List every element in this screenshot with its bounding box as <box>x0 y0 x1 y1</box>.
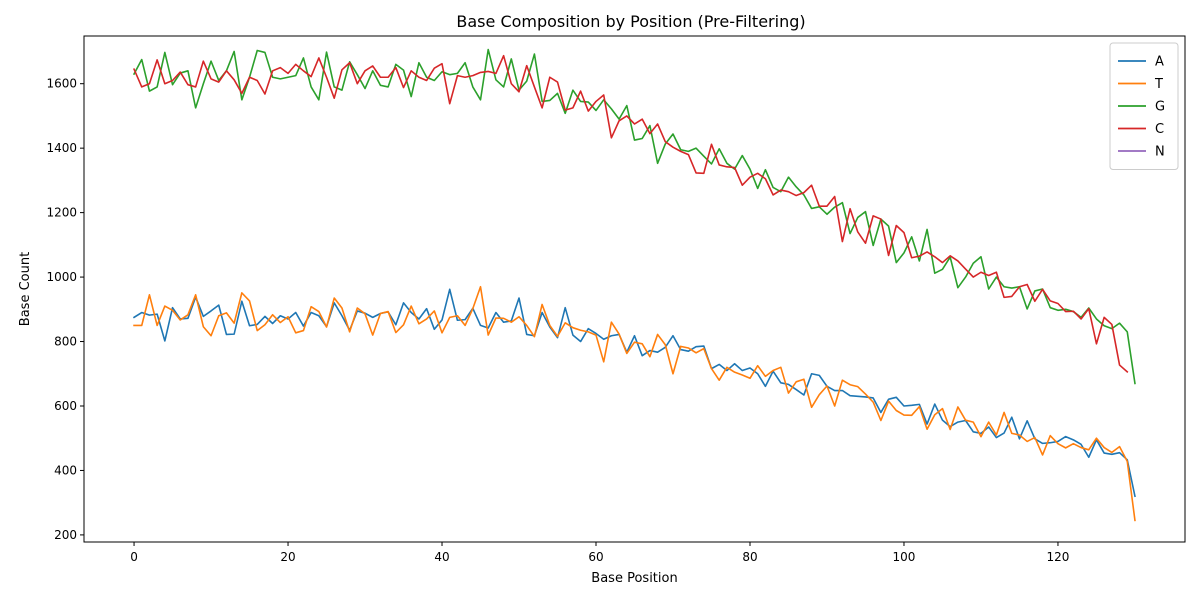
y-axis-ticks: 200 400 600 800 1000 1200 1400 1600 <box>46 77 84 542</box>
y-tick-label: 1000 <box>46 270 77 284</box>
series-line-a <box>132 288 1136 498</box>
y-tick-label: 400 <box>54 463 77 477</box>
legend-label-t: T <box>1154 77 1163 92</box>
series-line-c <box>132 54 1129 373</box>
chart-title: Base Composition by Position (Pre-Filter… <box>456 12 805 31</box>
y-tick-label: 800 <box>54 335 77 349</box>
y-axis-label: Base Count <box>18 252 33 326</box>
y-tick-label: 1400 <box>46 141 77 155</box>
plot-area <box>132 48 1136 522</box>
series-line-t <box>133 285 1136 522</box>
x-tick-label: 120 <box>1047 550 1070 564</box>
legend-label-a: A <box>1155 55 1164 70</box>
y-tick-label: 600 <box>54 399 77 413</box>
y-tick-label: 200 <box>54 528 77 542</box>
x-tick-label: 100 <box>893 550 916 564</box>
x-tick-label: 0 <box>130 550 138 564</box>
x-tick-label: 60 <box>588 550 603 564</box>
legend-label-g: G <box>1155 100 1165 115</box>
legend-label-n: N <box>1155 145 1165 160</box>
y-tick-label: 1200 <box>46 206 77 220</box>
x-axis-label: Base Position <box>591 571 677 586</box>
legend-label-c: C <box>1155 122 1164 137</box>
x-tick-label: 20 <box>280 550 295 564</box>
x-axis-ticks: 0 20 40 60 80 100 120 <box>130 542 1069 564</box>
y-tick-label: 1600 <box>46 77 77 91</box>
plot-frame <box>83 35 1186 543</box>
x-tick-label: 40 <box>434 550 449 564</box>
x-tick-label: 80 <box>742 550 757 564</box>
